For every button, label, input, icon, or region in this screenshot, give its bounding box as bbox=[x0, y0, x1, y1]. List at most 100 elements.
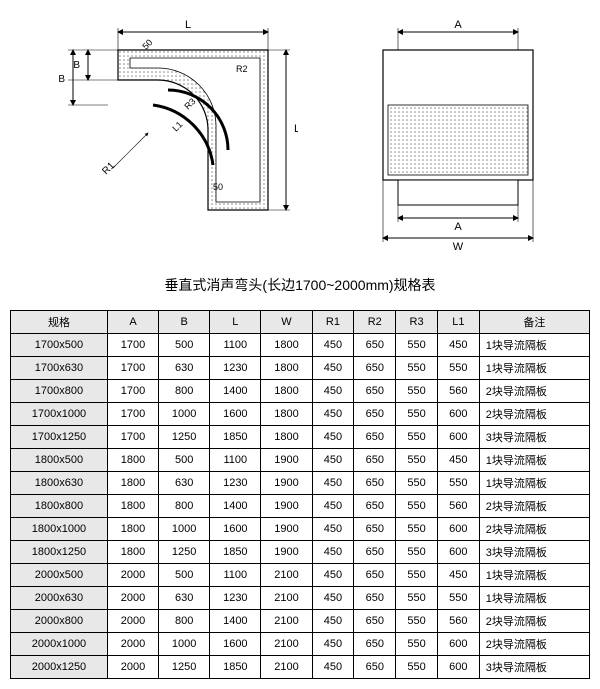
table-cell: 1800 bbox=[107, 541, 158, 564]
table-cell: 1000 bbox=[159, 403, 210, 426]
table-cell: 1块导流隔板 bbox=[479, 472, 589, 495]
table-cell: 1250 bbox=[159, 541, 210, 564]
col-header: 规格 bbox=[11, 311, 108, 334]
col-header: A bbox=[107, 311, 158, 334]
table-cell: 1400 bbox=[210, 495, 261, 518]
table-row: 1800x8001800800140019004506505505602块导流隔… bbox=[11, 495, 590, 518]
table-cell: 450 bbox=[312, 403, 354, 426]
table-cell: 450 bbox=[312, 541, 354, 564]
table-cell: 550 bbox=[396, 449, 438, 472]
table-cell: 1400 bbox=[210, 610, 261, 633]
dim-50b: 50 bbox=[213, 182, 223, 192]
table-cell: 550 bbox=[396, 403, 438, 426]
table-cell: 1600 bbox=[210, 633, 261, 656]
dim-L1: L1 bbox=[170, 119, 184, 133]
table-cell: 1700 bbox=[107, 357, 158, 380]
table-cell: 550 bbox=[396, 656, 438, 679]
table-cell: 3块导流隔板 bbox=[479, 541, 589, 564]
table-cell: 550 bbox=[396, 518, 438, 541]
table-cell: 2000 bbox=[107, 587, 158, 610]
table-cell: 450 bbox=[437, 334, 479, 357]
table-cell: 650 bbox=[354, 495, 396, 518]
table-cell: 1900 bbox=[261, 472, 312, 495]
table-cell: 550 bbox=[396, 495, 438, 518]
table-cell: 1800x800 bbox=[11, 495, 108, 518]
table-cell: 550 bbox=[396, 610, 438, 633]
table-row: 1700x100017001000160018004506505506002块导… bbox=[11, 403, 590, 426]
dim-L-right: L bbox=[294, 123, 298, 135]
table-cell: 600 bbox=[437, 541, 479, 564]
table-cell: 450 bbox=[312, 357, 354, 380]
table-cell: 1块导流隔板 bbox=[479, 449, 589, 472]
table-cell: 650 bbox=[354, 380, 396, 403]
table-cell: 1800x1250 bbox=[11, 541, 108, 564]
table-cell: 650 bbox=[354, 656, 396, 679]
table-cell: 1800 bbox=[107, 495, 158, 518]
table-cell: 2块导流隔板 bbox=[479, 518, 589, 541]
table-cell: 1230 bbox=[210, 472, 261, 495]
table-cell: 450 bbox=[312, 334, 354, 357]
table-cell: 2000 bbox=[107, 564, 158, 587]
table-cell: 1块导流隔板 bbox=[479, 564, 589, 587]
dim-B1: B bbox=[73, 60, 80, 71]
table-cell: 2块导流隔板 bbox=[479, 380, 589, 403]
table-row: 1700x6301700630123018004506505505501块导流隔… bbox=[11, 357, 590, 380]
table-cell: 2000x630 bbox=[11, 587, 108, 610]
table-cell: 650 bbox=[354, 403, 396, 426]
table-cell: 2000 bbox=[107, 633, 158, 656]
table-cell: 1700x500 bbox=[11, 334, 108, 357]
table-cell: 2000x1250 bbox=[11, 656, 108, 679]
col-header: L bbox=[210, 311, 261, 334]
table-cell: 800 bbox=[159, 380, 210, 403]
table-cell: 3块导流隔板 bbox=[479, 656, 589, 679]
table-cell: 550 bbox=[437, 587, 479, 610]
table-cell: 1700x1000 bbox=[11, 403, 108, 426]
table-cell: 1800 bbox=[107, 518, 158, 541]
table-cell: 1900 bbox=[261, 518, 312, 541]
table-cell: 550 bbox=[437, 472, 479, 495]
table-cell: 450 bbox=[312, 518, 354, 541]
table-cell: 600 bbox=[437, 518, 479, 541]
table-cell: 1800 bbox=[261, 426, 312, 449]
col-header: R3 bbox=[396, 311, 438, 334]
table-cell: 1900 bbox=[261, 495, 312, 518]
table-row: 2000x125020001250185021004506505506003块导… bbox=[11, 656, 590, 679]
table-cell: 630 bbox=[159, 357, 210, 380]
spec-table: 规格ABLWR1R2R3L1备注 1700x500170050011001800… bbox=[10, 310, 590, 679]
table-cell: 2100 bbox=[261, 610, 312, 633]
table-cell: 500 bbox=[159, 449, 210, 472]
table-cell: 550 bbox=[396, 472, 438, 495]
table-row: 2000x5002000500110021004506505504501块导流隔… bbox=[11, 564, 590, 587]
table-cell: 2000x500 bbox=[11, 564, 108, 587]
table-cell: 1800x500 bbox=[11, 449, 108, 472]
dim-A-bot: A bbox=[454, 221, 462, 233]
table-cell: 560 bbox=[437, 610, 479, 633]
table-cell: 1800 bbox=[261, 357, 312, 380]
table-row: 1700x5001700500110018004506505504501块导流隔… bbox=[11, 334, 590, 357]
table-cell: 1400 bbox=[210, 380, 261, 403]
table-cell: 2000 bbox=[107, 610, 158, 633]
table-cell: 630 bbox=[159, 587, 210, 610]
table-cell: 1600 bbox=[210, 403, 261, 426]
table-cell: 450 bbox=[312, 495, 354, 518]
table-cell: 1块导流隔板 bbox=[479, 587, 589, 610]
table-cell: 600 bbox=[437, 633, 479, 656]
table-cell: 550 bbox=[396, 334, 438, 357]
table-cell: 1000 bbox=[159, 518, 210, 541]
table-cell: 800 bbox=[159, 495, 210, 518]
table-cell: 450 bbox=[312, 587, 354, 610]
table-cell: 1800 bbox=[261, 403, 312, 426]
table-cell: 550 bbox=[396, 633, 438, 656]
table-cell: 1100 bbox=[210, 449, 261, 472]
col-header: 备注 bbox=[479, 311, 589, 334]
section-diagram: A A W bbox=[353, 10, 563, 250]
table-cell: 1250 bbox=[159, 426, 210, 449]
table-cell: 1100 bbox=[210, 334, 261, 357]
dim-L-top: L bbox=[184, 19, 190, 31]
table-cell: 3块导流隔板 bbox=[479, 426, 589, 449]
table-row: 2000x6302000630123021004506505505501块导流隔… bbox=[11, 587, 590, 610]
table-cell: 1800 bbox=[261, 380, 312, 403]
table-cell: 1700x800 bbox=[11, 380, 108, 403]
table-cell: 1块导流隔板 bbox=[479, 334, 589, 357]
table-cell: 450 bbox=[312, 426, 354, 449]
